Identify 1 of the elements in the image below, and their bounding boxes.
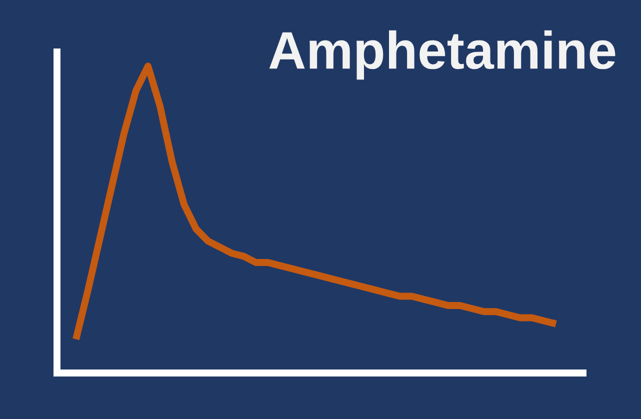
chart-title: Amphetamine: [269, 30, 616, 80]
